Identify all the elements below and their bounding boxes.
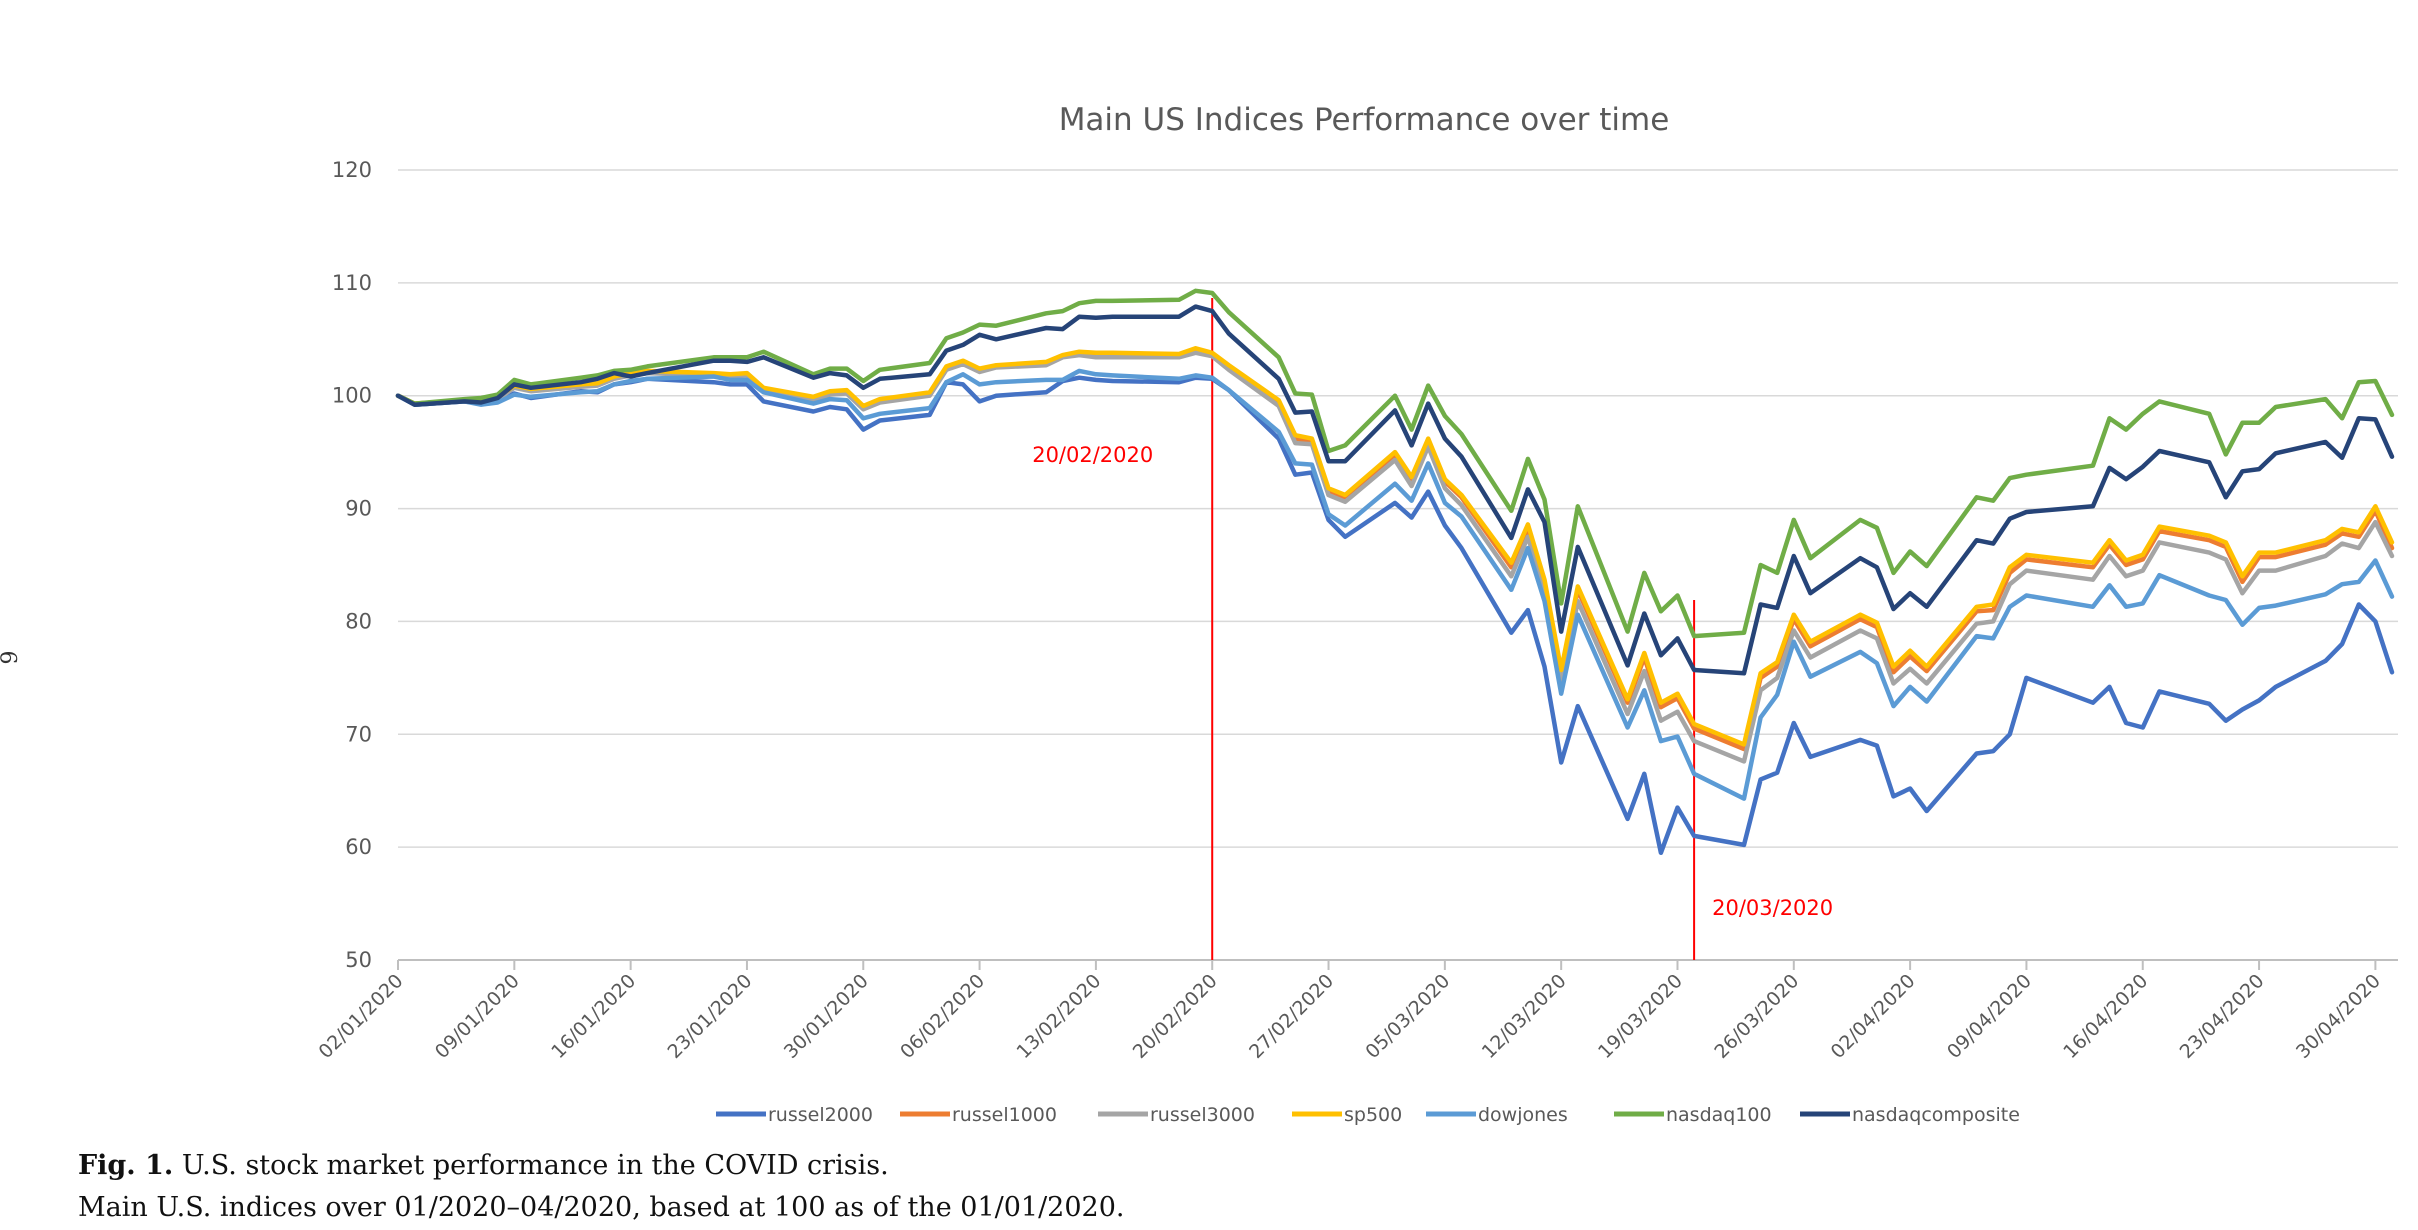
x-tick-label: 16/04/2020 [2059,970,2152,1063]
x-tick-label: 02/04/2020 [1827,970,1920,1063]
legend-label: russel2000 [768,1104,873,1126]
series-line-russel2000 [395,375,2395,856]
annotation-label: 20/02/2020 [1032,443,1153,467]
annotations: 20/02/2020 20/03/2020 [1032,298,1833,960]
figure-caption-title: Fig. 1. U.S. stock market performance in… [78,1150,889,1181]
y-tick-label: 120 [332,158,372,182]
y-tick-label: 110 [332,271,372,295]
legend-label: russel1000 [952,1104,1057,1126]
gridlines [398,169,2398,961]
x-tick-label: 09/04/2020 [1943,970,2036,1063]
x-tick-label: 09/01/2020 [431,970,524,1063]
x-tick-label: 27/02/2020 [1245,970,1338,1063]
series-line-nasdaq100 [395,288,2395,639]
x-tick-label: 13/02/2020 [1012,970,1105,1063]
series-line-dowjones [395,368,2395,801]
figure-caption-label: Fig. 1. [78,1150,174,1181]
series-line-sp500 [395,346,2395,747]
annotation-label: 20/03/2020 [1712,896,1833,920]
x-tick-label: 16/01/2020 [547,970,640,1063]
series-line-russel3000 [395,350,2395,764]
x-tick-label: 02/01/2020 [315,970,408,1063]
x-tick-label: 19/03/2020 [1594,970,1687,1063]
series-lines [395,288,2395,856]
legend-label: nasdaqcomposite [1852,1104,2020,1126]
figure-caption-title-text: U.S. stock market performance in the COV… [173,1150,889,1181]
y-tick-label: 100 [332,384,372,408]
x-tick-label: 05/03/2020 [1361,970,1454,1063]
y-tick-label: 80 [345,609,372,633]
x-tick-label: 30/01/2020 [780,970,873,1063]
y-tick-label: 90 [345,497,372,521]
legend-label: sp500 [1344,1104,1402,1126]
x-tick-label: 23/04/2020 [2176,970,2269,1063]
x-tick-label: 26/03/2020 [1710,970,1803,1063]
y-axis: 50 60 70 80 90 100 110 120 [332,158,372,972]
page-margin-mark: 6 [0,651,20,665]
x-tick-label: 30/04/2020 [2292,970,2385,1063]
x-tick-label: 06/02/2020 [896,970,989,1063]
y-tick-label: 50 [345,948,372,972]
legend-label: russel3000 [1150,1104,1255,1126]
series-line-nasdaqcomposite [395,304,2395,676]
legend: russel2000 russel1000 russel3000 sp500 dowjo… [716,1104,2020,1126]
x-tick-label: 23/01/2020 [663,970,756,1063]
y-tick-label: 70 [345,722,372,746]
x-tick-label: 20/02/2020 [1129,970,1222,1063]
legend-label: dowjones [1478,1104,1568,1126]
y-tick-label: 60 [345,835,372,859]
figure-caption-description: Main U.S. indices over 01/2020–04/2020, … [78,1192,1125,1223]
x-tick-label: 12/03/2020 [1478,970,1571,1063]
x-axis: 02/01/2020 09/01/2020 16/01/2020 23/01/2020… [315,960,2385,1063]
legend-label: nasdaq100 [1666,1104,1772,1126]
chart-title: Main US Indices Performance over time [1059,102,1670,138]
